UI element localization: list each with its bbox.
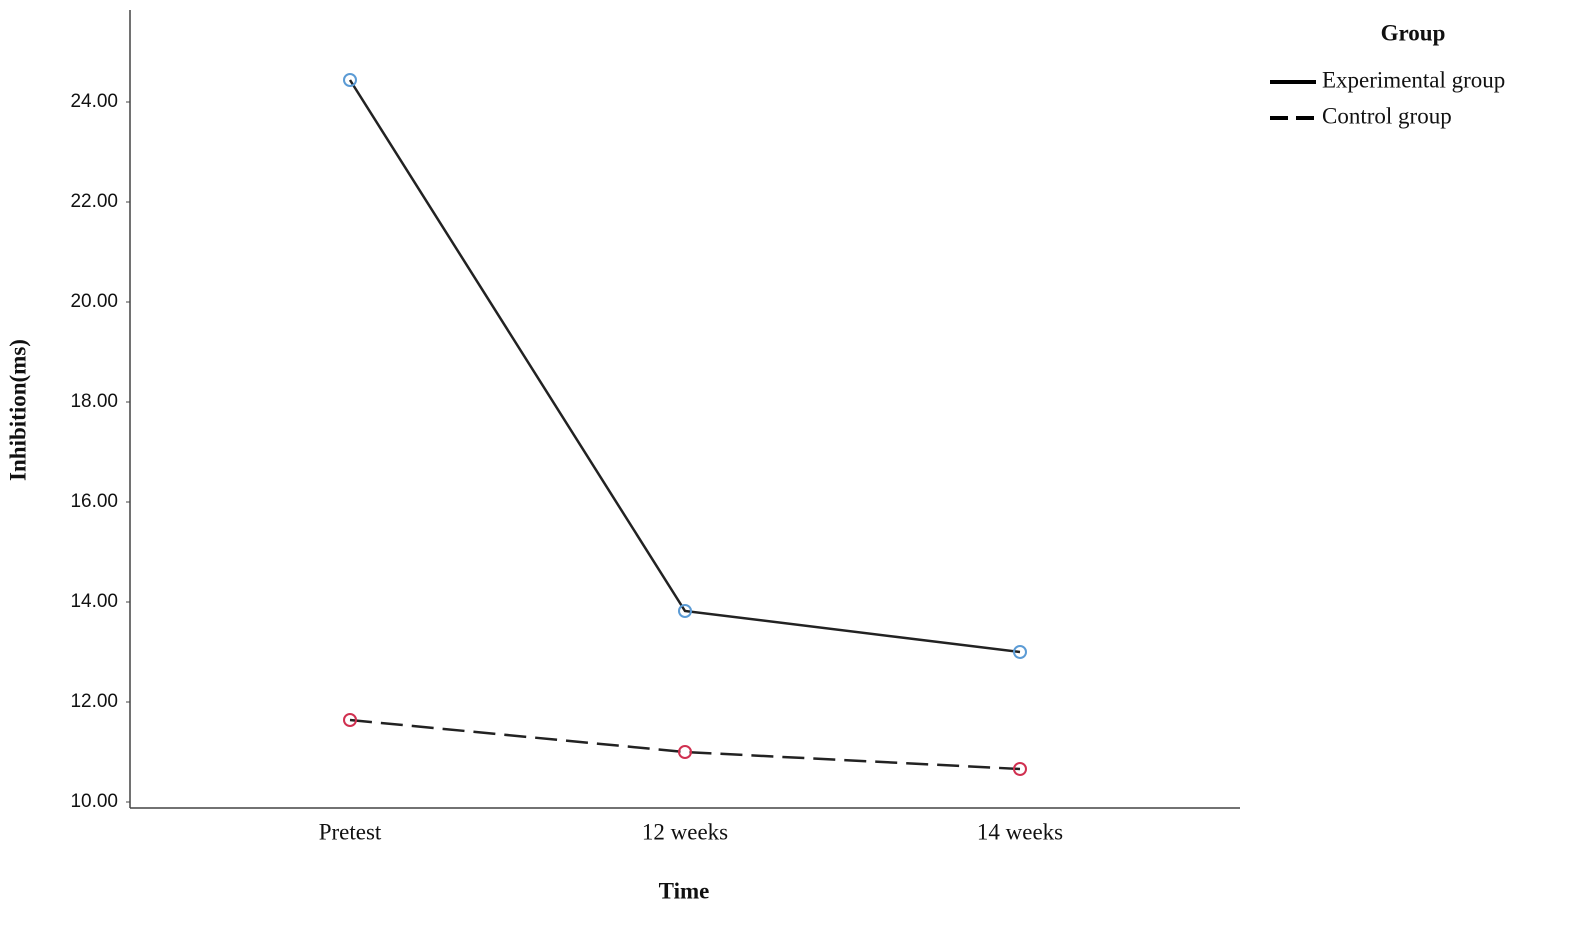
x-axis-title: Time	[659, 878, 710, 903]
x-tick-label: Pretest	[319, 819, 382, 844]
x-tick-label: 12 weeks	[642, 819, 728, 844]
legend-label: Experimental group	[1322, 67, 1505, 92]
x-tick-label: 14 weeks	[977, 819, 1063, 844]
data-point	[1013, 645, 1027, 659]
y-tick-label: 14.00	[70, 591, 118, 612]
data-point	[343, 73, 357, 87]
data-point	[678, 745, 692, 759]
series-line	[348, 79, 1021, 654]
data-point	[343, 713, 357, 727]
data-point	[678, 604, 692, 618]
y-tick-label: 16.00	[70, 491, 118, 512]
y-tick-label: 12.00	[70, 691, 118, 712]
y-tick-label: 10.00	[70, 791, 118, 812]
series-line	[349, 718, 1021, 771]
legend-title: Group	[1381, 20, 1446, 45]
y-tick-label: 20.00	[70, 291, 118, 312]
legend-label: Control group	[1322, 103, 1452, 128]
y-tick-label: 24.00	[70, 91, 118, 112]
data-point	[1013, 762, 1027, 776]
y-axis-title: Inhibition(ms)	[5, 339, 30, 481]
y-tick-label: 18.00	[70, 391, 118, 412]
y-tick-label: 22.00	[70, 191, 118, 212]
